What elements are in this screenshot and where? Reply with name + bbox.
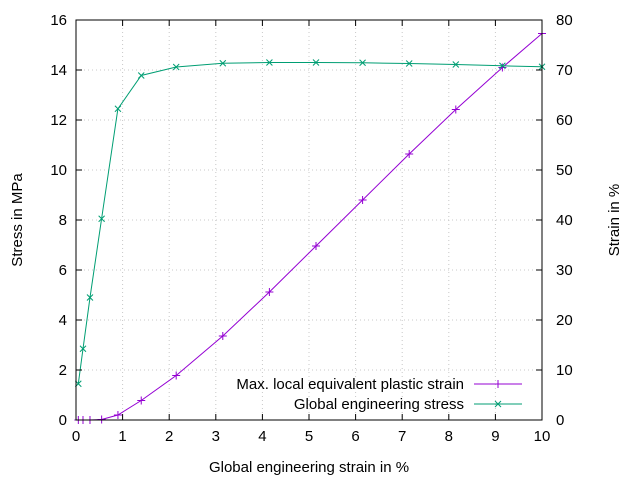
y-left-tick-label: 16 bbox=[50, 12, 67, 29]
y-right-tick-label: 0 bbox=[556, 412, 564, 429]
x-tick-label: 7 bbox=[398, 428, 406, 445]
y-right-tick-label: 40 bbox=[556, 212, 573, 229]
legend-label-plastic-strain: Max. local equivalent plastic strain bbox=[236, 376, 464, 393]
marker-stroke bbox=[172, 63, 180, 71]
marker-stroke bbox=[86, 294, 94, 301]
plastic-strain-point bbox=[451, 105, 460, 114]
x-tick-label: 2 bbox=[165, 428, 173, 445]
plastic-strain-point bbox=[498, 63, 507, 72]
x-tick-label: 1 bbox=[118, 428, 126, 445]
marker-stroke bbox=[266, 59, 273, 66]
plastic-strain-point bbox=[218, 332, 227, 340]
y-right-tick-label: 60 bbox=[556, 112, 573, 129]
engineering-stress-point bbox=[359, 59, 366, 67]
marker-stroke bbox=[312, 59, 320, 66]
x-tick-label: 0 bbox=[72, 428, 80, 445]
y-axis-left-label: Stress in MPa bbox=[9, 173, 26, 267]
marker-stroke bbox=[219, 59, 227, 67]
y-left-tick-label: 14 bbox=[50, 62, 67, 79]
engineering-stress-point bbox=[312, 59, 320, 66]
plastic-strain-point bbox=[113, 411, 122, 419]
x-tick-label: 6 bbox=[351, 428, 359, 445]
y-left-tick-label: 10 bbox=[50, 162, 67, 179]
marker-stroke bbox=[98, 215, 105, 223]
plastic-strain-point bbox=[172, 371, 181, 380]
marker-stroke bbox=[359, 59, 366, 67]
y-left-tick-label: 8 bbox=[59, 212, 67, 229]
engineering-stress-point bbox=[114, 105, 122, 113]
series-line-1 bbox=[77, 62, 543, 384]
marker-stroke bbox=[494, 400, 502, 408]
plastic-strain-point bbox=[311, 242, 320, 250]
marker-stroke bbox=[405, 60, 413, 67]
y-right-tick-label: 70 bbox=[556, 62, 573, 79]
plastic-strain-point bbox=[137, 396, 146, 405]
marker-stroke bbox=[79, 345, 87, 353]
engineering-stress-point bbox=[172, 63, 180, 71]
x-tick-label: 4 bbox=[258, 428, 266, 445]
legend: Max. local equivalent plastic strain Glo… bbox=[236, 376, 522, 413]
engineering-stress-point bbox=[499, 62, 506, 70]
x-tick-label: 3 bbox=[212, 428, 220, 445]
series-line-0 bbox=[78, 33, 543, 421]
engineering-stress-point bbox=[137, 72, 145, 79]
y-right-tick-label: 80 bbox=[556, 12, 573, 29]
engineering-stress-point bbox=[452, 61, 460, 68]
engineering-stress-point bbox=[405, 60, 413, 67]
y-axis-right-label: Strain in % bbox=[606, 184, 623, 257]
y-left-tick-label: 0 bbox=[59, 412, 67, 429]
plastic-strain-point bbox=[405, 150, 414, 158]
y-right-tick-label: 30 bbox=[556, 262, 573, 279]
y-right-tick-label: 50 bbox=[556, 162, 573, 179]
grid-lines bbox=[76, 20, 542, 420]
y-right-tick-label: 10 bbox=[556, 362, 573, 379]
engineering-stress-point bbox=[98, 215, 105, 223]
plastic-strain-point bbox=[265, 288, 274, 296]
legend-swatch-marker-1 bbox=[494, 400, 502, 408]
legend-label-engineering-stress: Global engineering stress bbox=[294, 396, 464, 413]
engineering-stress-point bbox=[266, 59, 273, 66]
marker-stroke bbox=[499, 62, 506, 70]
y-left-tick-label: 4 bbox=[59, 312, 67, 329]
x-tick-label: 9 bbox=[491, 428, 499, 445]
x-tick-label: 10 bbox=[534, 428, 551, 445]
legend-swatch-marker-0 bbox=[494, 380, 502, 388]
y-left-tick-label: 12 bbox=[50, 112, 67, 129]
x-tick-label: 8 bbox=[445, 428, 453, 445]
tick-labels: 0 1 2 3 4 5 6 7 8 9 100246810121416010203040506070… bbox=[50, 12, 572, 445]
marker-stroke bbox=[452, 61, 460, 68]
marker-stroke bbox=[114, 105, 122, 113]
engineering-stress-point bbox=[79, 345, 87, 353]
engineering-stress-point bbox=[86, 294, 94, 301]
series-layer bbox=[74, 29, 546, 424]
axis-ticks bbox=[75, 19, 543, 421]
x-tick-label: 5 bbox=[305, 428, 313, 445]
legend-swatches bbox=[474, 380, 522, 408]
engineering-stress-point bbox=[219, 59, 227, 67]
marker-stroke bbox=[137, 72, 145, 79]
y-left-tick-label: 2 bbox=[59, 362, 67, 379]
x-axis-label: Global engineering strain in % bbox=[209, 459, 409, 476]
y-left-tick-label: 6 bbox=[59, 262, 67, 279]
plastic-strain-point bbox=[358, 196, 367, 204]
y-right-tick-label: 20 bbox=[556, 312, 573, 329]
